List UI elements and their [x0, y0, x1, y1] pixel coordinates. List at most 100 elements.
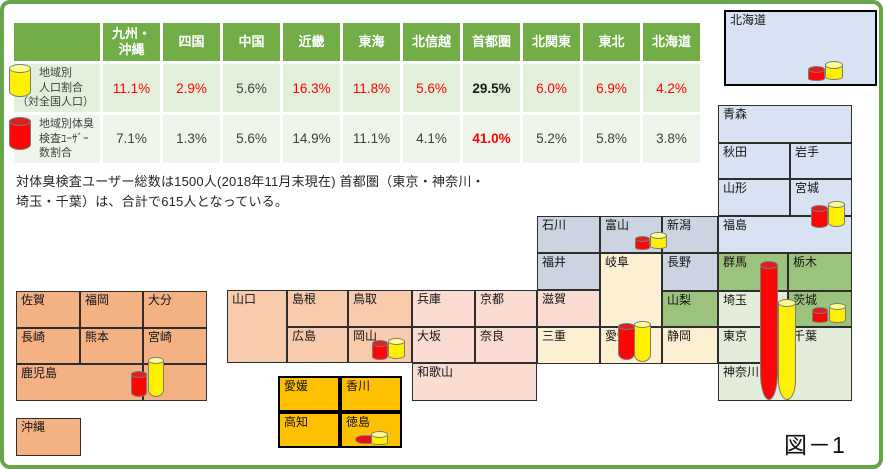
prefecture-label: 大坂: [417, 329, 442, 343]
prefecture-box: 富山: [600, 216, 662, 253]
prefecture-label: 千葉: [793, 329, 818, 343]
prefecture-label: 鹿児島: [21, 366, 58, 380]
prefecture-box: 埼玉: [718, 291, 788, 327]
prefecture-box: 秋田: [718, 143, 790, 179]
prefecture-box: 福島: [718, 216, 852, 253]
prefecture-label: 岐阜: [605, 255, 630, 269]
prefecture-box: 栃木: [788, 253, 852, 291]
prefecture-label: 東京: [723, 329, 748, 343]
column-header: 九州・ 沖縄: [103, 23, 160, 61]
prefecture-label: 高知: [284, 415, 309, 429]
prefecture-label: 山梨: [667, 293, 692, 307]
value-cell: 11.8%: [343, 64, 400, 112]
prefecture-label: 山口: [232, 292, 257, 306]
prefecture-box: 千葉: [788, 327, 852, 401]
prefecture-box: 青森: [718, 105, 852, 143]
prefecture-label: 熊本: [85, 330, 110, 344]
prefecture-label: 埼玉: [723, 293, 748, 307]
prefecture-label: 福岡: [85, 293, 110, 307]
table-corner-cell: [14, 23, 100, 61]
prefecture-box: 沖縄: [16, 418, 81, 456]
prefecture-box: 新潟: [662, 216, 718, 253]
prefecture-label: 広島: [292, 329, 317, 343]
prefecture-box: 愛知: [600, 327, 662, 364]
prefecture-label: 京都: [480, 292, 505, 306]
prefecture-box: 東京: [718, 327, 788, 363]
value-cell: 5.6%: [223, 115, 280, 163]
value-cell: 11.1%: [343, 115, 400, 163]
value-cell: 14.9%: [283, 115, 340, 163]
prefecture-label: 茨城: [793, 293, 818, 307]
prefecture-box: 岩手: [790, 143, 852, 179]
figure-caption: 図－1: [784, 432, 846, 458]
prefecture-label: 群馬: [723, 255, 748, 269]
column-header: 首都圏: [463, 23, 520, 61]
value-cell: 5.6%: [403, 64, 460, 112]
prefecture-label: 香川: [346, 379, 371, 393]
prefecture-box: 静岡: [662, 327, 718, 364]
prefecture-box: 北海道: [724, 10, 877, 86]
prefecture-label: 長野: [667, 255, 692, 269]
prefecture-label: 鳥取: [353, 292, 378, 306]
prefecture-label: 石川: [542, 218, 567, 232]
prefecture-label: 静岡: [667, 329, 692, 343]
prefecture-box: 大坂: [412, 327, 475, 363]
prefecture-box: 宮城: [790, 179, 852, 216]
prefecture-box: 鳥取: [348, 290, 412, 327]
prefecture-box: 奈良: [475, 327, 537, 363]
prefecture-box: 島根: [287, 290, 348, 327]
prefecture-box: 鹿児島: [16, 364, 143, 401]
prefecture-box: 宮崎: [143, 328, 207, 364]
prefecture-box: 和歌山: [412, 363, 537, 401]
column-header: 中国: [223, 23, 280, 61]
prefecture-label: 愛知: [605, 329, 630, 343]
prefecture-box: 岐阜: [600, 253, 662, 327]
note-text: 対体臭検査ユーザー総数は1500人(2018年11月末現在) 首都圏（東京・神奈…: [16, 174, 485, 209]
prefecture-label: 宮城: [795, 181, 820, 195]
prefecture-box: 熊本: [80, 328, 143, 364]
prefecture-label: 奈良: [480, 329, 505, 343]
column-header: 東北: [583, 23, 640, 61]
region-table: 九州・ 沖縄 四国 中国 近畿 東海 北信越 首都圏 北関東 東北 北海道 地域別 人口割合 （対全国人…: [11, 20, 703, 166]
prefecture-label: 岩手: [795, 145, 820, 159]
prefecture-label: 神奈川: [723, 365, 760, 379]
prefecture-box: 長崎: [16, 328, 80, 364]
prefecture-label: 福井: [542, 255, 567, 269]
prefecture-label: 佐賀: [21, 293, 46, 307]
prefecture-box: 山口: [227, 290, 287, 363]
value-cell: 4.1%: [403, 115, 460, 163]
prefecture-box: [143, 364, 207, 401]
prefecture-label: 福島: [723, 218, 748, 232]
prefecture-box: 群馬: [718, 253, 788, 291]
prefecture-label: 長崎: [21, 330, 46, 344]
prefecture-box: 徳島: [340, 412, 402, 448]
prefecture-label: 山形: [723, 181, 748, 195]
column-header: 北関東: [523, 23, 580, 61]
value-cell: 6.0%: [523, 64, 580, 112]
prefecture-label: 和歌山: [417, 365, 454, 379]
prefecture-box: 長野: [662, 253, 718, 291]
prefecture-label: 北海道: [730, 13, 767, 27]
value-cell: 1.3%: [163, 115, 220, 163]
column-header: 四国: [163, 23, 220, 61]
column-header: 北信越: [403, 23, 460, 61]
value-cell: 4.2%: [643, 64, 700, 112]
prefecture-box: 神奈川: [718, 363, 788, 401]
prefecture-box: 佐賀: [16, 291, 80, 328]
prefecture-box: 愛媛: [278, 376, 340, 412]
value-cell: 5.2%: [523, 115, 580, 163]
value-cell: 2.9%: [163, 64, 220, 112]
prefecture-box: 京都: [475, 290, 537, 327]
prefecture-box: 兵庫: [412, 290, 475, 327]
prefecture-label: 富山: [605, 218, 630, 232]
prefecture-box: 高知: [278, 412, 340, 448]
prefecture-label: 新潟: [667, 218, 692, 232]
prefecture-box: 福岡: [80, 291, 143, 328]
column-header: 東海: [343, 23, 400, 61]
prefecture-box: 香川: [340, 376, 402, 412]
prefecture-label: 島根: [292, 292, 317, 306]
value-cell: 7.1%: [103, 115, 160, 163]
prefecture-box: 石川: [537, 216, 600, 253]
value-cell: 5.8%: [583, 115, 640, 163]
